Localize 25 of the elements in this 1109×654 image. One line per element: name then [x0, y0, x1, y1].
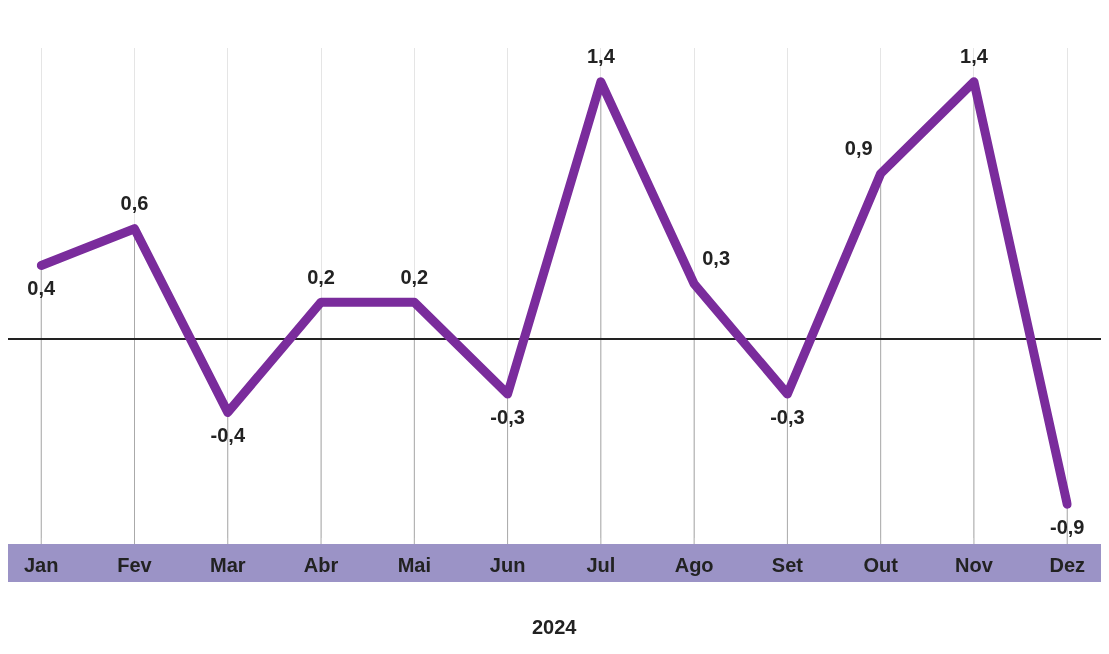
- x-tick-label: Set: [771, 553, 804, 576]
- data-label: 1,4: [586, 45, 616, 68]
- x-tick-label: Fev: [117, 553, 153, 576]
- data-label: 0,2: [400, 265, 429, 288]
- data-label: -0,4: [210, 423, 246, 446]
- x-tick-label: Nov: [955, 553, 994, 576]
- data-label: -0,9: [1049, 515, 1085, 538]
- x-tick-label: Jul: [586, 553, 616, 576]
- x-tick-label: Mar: [209, 553, 246, 576]
- data-label: 0,4: [27, 276, 56, 299]
- data-label: -0,3: [490, 405, 525, 428]
- x-tick-label: Jun: [489, 553, 526, 576]
- x-tick-label: Ago: [674, 553, 714, 576]
- x-tick-label: Out: [863, 553, 899, 576]
- data-label: 0,3: [702, 247, 731, 270]
- data-label: 0,9: [844, 137, 873, 160]
- x-axis-title: 2024: [531, 615, 578, 638]
- x-tick-label: Jan: [24, 553, 59, 576]
- data-label: 1,4: [960, 45, 989, 68]
- data-label: -0,3: [770, 405, 805, 428]
- x-tick-label: Mai: [397, 553, 431, 576]
- data-label: 0,6: [120, 192, 149, 215]
- x-tick-label: Abr: [303, 553, 339, 576]
- x-tick-label: Dez: [1049, 553, 1086, 576]
- data-label: 0,2: [307, 265, 335, 288]
